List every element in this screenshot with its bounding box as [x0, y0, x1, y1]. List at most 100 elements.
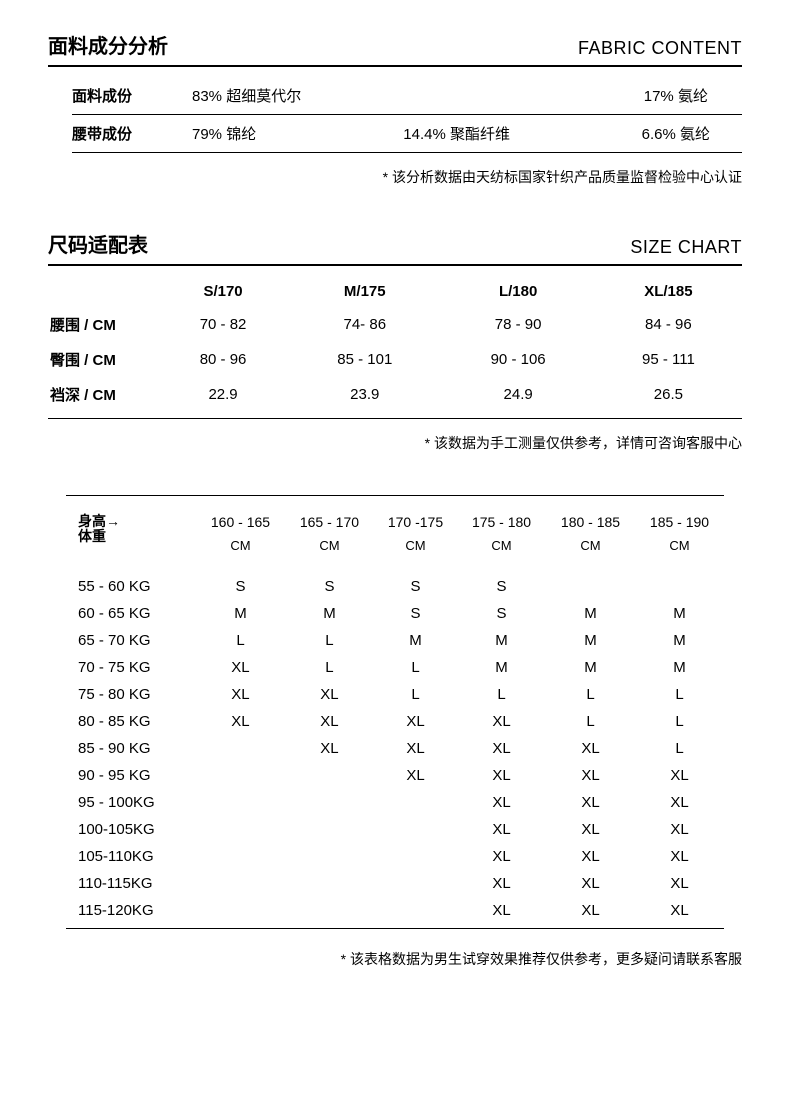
fit-cell: L: [374, 654, 457, 681]
fit-cell: M: [546, 654, 635, 681]
table-row: 95 - 100KGXLXLXL: [66, 789, 724, 816]
fit-cell: XL: [546, 816, 635, 843]
fit-weight-label: 80 - 85 KG: [66, 708, 196, 735]
fit-cell: L: [635, 681, 724, 708]
fit-cell: M: [635, 654, 724, 681]
fit-cell: M: [457, 654, 546, 681]
fit-cell: [285, 897, 374, 924]
fit-cell: L: [374, 681, 457, 708]
fit-weight-label: 90 - 95 KG: [66, 762, 196, 789]
size-row-label: 裆深 / CM: [48, 377, 158, 412]
fit-cell: M: [635, 600, 724, 627]
fit-corner: 身高→ 体重: [66, 510, 196, 573]
fabric-cell: 17% 氨纶: [610, 77, 742, 115]
size-row-label: 臀围 / CM: [48, 342, 158, 377]
fit-cell: L: [285, 654, 374, 681]
size-title-cn: 尺码适配表: [48, 229, 148, 258]
fit-height-header: 165 - 170: [285, 510, 374, 534]
table-row: 60 - 65 KGMMSSMM: [66, 600, 724, 627]
fit-cell: L: [635, 708, 724, 735]
fit-cell: L: [635, 735, 724, 762]
fit-cell: XL: [546, 762, 635, 789]
fit-cell: [196, 843, 285, 870]
fit-cell: L: [546, 681, 635, 708]
fit-cell: XL: [457, 735, 546, 762]
table-row: 110-115KGXLXLXL: [66, 870, 724, 897]
fit-unit: CM: [457, 534, 546, 573]
fit-cell: XL: [285, 681, 374, 708]
fit-corner-weight: 体重: [78, 528, 106, 544]
fit-cell: S: [457, 600, 546, 627]
fit-cell: XL: [546, 735, 635, 762]
fit-cell: S: [285, 573, 374, 600]
fit-weight-label: 105-110KG: [66, 843, 196, 870]
fit-cell: XL: [457, 708, 546, 735]
fit-cell: S: [457, 573, 546, 600]
size-cell: 23.9: [288, 377, 441, 412]
fit-cell: L: [546, 708, 635, 735]
fabric-cell: 6.6% 氨纶: [610, 115, 742, 153]
size-cell: 22.9: [158, 377, 288, 412]
fit-unit: CM: [196, 534, 285, 573]
size-cell: 80 - 96: [158, 342, 288, 377]
table-row: 70 - 75 KGXLLLMMM: [66, 654, 724, 681]
table-row: 身高→ 体重 160 - 165 165 - 170 170 -175 175 …: [66, 510, 724, 534]
table-row: 臀围 / CM 80 - 96 85 - 101 90 - 106 95 - 1…: [48, 342, 742, 377]
fit-cell: XL: [196, 681, 285, 708]
fit-cell: L: [196, 627, 285, 654]
fit-height-header: 180 - 185: [546, 510, 635, 534]
fit-unit: CM: [285, 534, 374, 573]
fit-cell: XL: [196, 654, 285, 681]
fit-cell: M: [635, 627, 724, 654]
fit-cell: M: [285, 600, 374, 627]
table-row: 85 - 90 KGXLXLXLXLL: [66, 735, 724, 762]
fit-weight-label: 115-120KG: [66, 897, 196, 924]
fit-cell: XL: [457, 843, 546, 870]
fit-height-header: 175 - 180: [457, 510, 546, 534]
table-row: 面料成份 83% 超细莫代尔 17% 氨纶: [72, 77, 742, 115]
fit-weight-label: 60 - 65 KG: [66, 600, 196, 627]
size-col-header: M/175: [288, 276, 441, 307]
fabric-title-en: FABRIC CONTENT: [578, 38, 742, 59]
fabric-cell: 14.4% 聚酯纤维: [403, 115, 609, 153]
fit-cell: XL: [635, 870, 724, 897]
fit-cell: [196, 870, 285, 897]
fit-cell: S: [374, 600, 457, 627]
fit-cell: [374, 897, 457, 924]
fit-cell: [285, 816, 374, 843]
fit-cell: M: [196, 600, 285, 627]
fabric-cell: 83% 超细莫代尔: [192, 77, 403, 115]
fabric-row-label: 面料成份: [72, 77, 192, 115]
fit-weight-label: 110-115KG: [66, 870, 196, 897]
fit-note: * 该表格数据为男生试穿效果推荐仅供参考，更多疑问请联系客服: [48, 949, 742, 969]
fit-cell: XL: [546, 897, 635, 924]
size-cell: 70 - 82: [158, 307, 288, 342]
fit-cell: [196, 789, 285, 816]
size-cell: 85 - 101: [288, 342, 441, 377]
size-cell: 78 - 90: [441, 307, 594, 342]
size-col-header: S/170: [158, 276, 288, 307]
fit-cell: [374, 816, 457, 843]
size-row-label: 腰围 / CM: [48, 307, 158, 342]
table-row: 75 - 80 KGXLXLLLLL: [66, 681, 724, 708]
fit-unit: CM: [635, 534, 724, 573]
fit-unit: CM: [546, 534, 635, 573]
fabric-note: * 该分析数据由天纺标国家针织产品质量监督检验中心认证: [48, 167, 742, 187]
fit-cell: L: [285, 627, 374, 654]
fit-weight-label: 70 - 75 KG: [66, 654, 196, 681]
fit-cell: XL: [635, 816, 724, 843]
fabric-row-label: 腰带成份: [72, 115, 192, 153]
fit-cell: [635, 573, 724, 600]
fit-cell: XL: [457, 762, 546, 789]
fabric-header: 面料成分分析 FABRIC CONTENT: [48, 30, 742, 67]
fit-table-wrap: 身高→ 体重 160 - 165 165 - 170 170 -175 175 …: [66, 495, 724, 929]
fit-weight-label: 95 - 100KG: [66, 789, 196, 816]
fit-cell: XL: [457, 870, 546, 897]
fit-cell: S: [374, 573, 457, 600]
fit-cell: XL: [285, 735, 374, 762]
fit-height-header: 170 -175: [374, 510, 457, 534]
size-cell: 84 - 96: [595, 307, 742, 342]
size-table: S/170 M/175 L/180 XL/185 腰围 / CM 70 - 82…: [48, 276, 742, 412]
table-row: 100-105KGXLXLXL: [66, 816, 724, 843]
table-row: 腰围 / CM 70 - 82 74- 86 78 - 90 84 - 96: [48, 307, 742, 342]
